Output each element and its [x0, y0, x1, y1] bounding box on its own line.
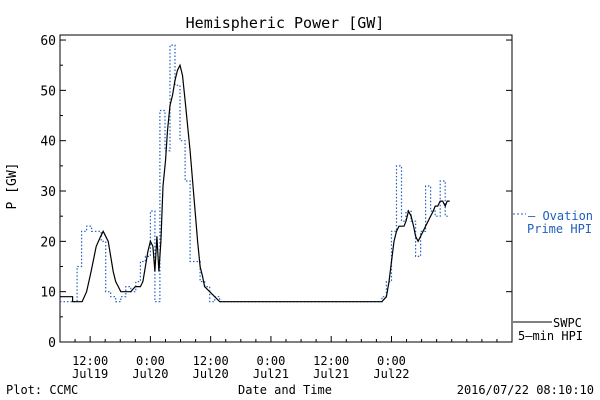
x-tick-date-label: Jul22	[373, 367, 409, 381]
x-tick-label: 0:00	[136, 354, 165, 368]
plot-frame	[59, 34, 513, 343]
legend-swpc-label: SWPC	[553, 316, 582, 330]
x-tick-date-label: Jul20	[193, 367, 229, 381]
y-tick-label: 10	[40, 286, 56, 301]
chart-title: Hemispheric Power [GW]	[186, 14, 385, 32]
x-tick-date-label: Jul19	[72, 367, 108, 381]
x-tick-label: 12:00	[193, 354, 229, 368]
y-tick-label: 20	[40, 235, 56, 250]
legend-swpc-label-2: 5–min HPI	[518, 329, 583, 343]
y-tick-label: 50	[40, 84, 56, 99]
ovation-series-line	[60, 44, 450, 303]
x-axis-label: Date and Time	[238, 383, 332, 397]
x-tick-label: 0:00	[377, 354, 406, 368]
legend-ovation-label: — Ovation	[528, 209, 593, 223]
legend-ovation-label-2: Prime HPI	[527, 222, 592, 236]
y-axis-label: P [GW]	[5, 163, 20, 210]
x-tick-date-label: Jul20	[132, 367, 168, 381]
footer-timestamp: 2016/07/22 08:10:10	[457, 383, 594, 397]
x-tick-date-label: Jul21	[253, 367, 289, 381]
y-tick-label: 30	[40, 185, 56, 200]
x-tick-label: 0:00	[256, 354, 285, 368]
x-tick-label: 12:00	[313, 354, 349, 368]
footer-credit: Plot: CCMC	[6, 383, 78, 397]
swpc-series-line	[60, 63, 450, 303]
x-tick-date-label: Jul21	[313, 367, 349, 381]
y-tick-label: 0	[48, 336, 56, 351]
x-tick-label: 12:00	[72, 354, 108, 368]
y-tick-label: 40	[40, 135, 56, 150]
y-tick-label: 60	[40, 34, 56, 49]
